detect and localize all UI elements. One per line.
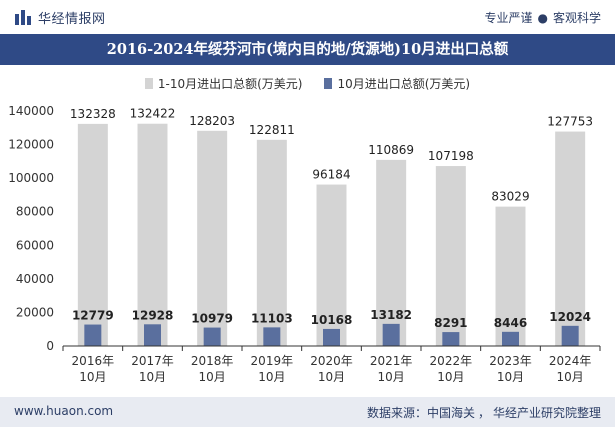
data-label-series-1: 132422: [130, 107, 176, 121]
y-tick-label: 140000: [8, 104, 54, 118]
source-1: 中国海关: [426, 406, 475, 420]
x-tick-label: 10月: [139, 370, 166, 384]
bar-series-2: [144, 324, 161, 346]
source-label: 数据来源：: [366, 406, 427, 420]
bar-series-2: [84, 324, 102, 346]
brand-name: 华经情报网: [38, 11, 106, 27]
data-label-series-1: 107198: [428, 149, 474, 163]
data-label-series-1: 128203: [189, 114, 235, 128]
legend-item-series-1[interactable]: 1-10月进出口总额(万美元): [144, 75, 303, 92]
chart-title: 2016-2024年绥芬河市(境内目的地/货源地)10月进出口总额: [106, 41, 509, 58]
slogan: 专业严谨 ● 客观科学: [484, 9, 601, 26]
bar-series-1: [256, 139, 287, 346]
x-tick-label: 10月: [258, 370, 285, 384]
y-tick-label: 60000: [16, 238, 54, 252]
data-label-series-2: 8446: [494, 316, 527, 330]
y-tick-label: 0: [46, 339, 54, 353]
data-label-series-2: 11103: [251, 311, 293, 325]
bar-series-2: [442, 332, 460, 346]
x-tick-label: 10月: [378, 370, 405, 384]
chart-legend: 1-10月进出口总额(万美元) 10月进出口总额(万美元): [0, 74, 615, 92]
y-tick-label: 120000: [8, 138, 54, 152]
legend-swatch-series-2: [324, 77, 333, 89]
bar-series-1: [197, 130, 228, 346]
bar-series-2: [502, 331, 519, 346]
footer: www.huaon.com 数据来源：中国海关，华经产业研究院整理: [0, 397, 615, 427]
bar-series-2: [323, 328, 340, 346]
bar-series-1: [435, 166, 466, 346]
bar-series-1: [555, 131, 586, 346]
x-tick-label: 10月: [79, 370, 106, 384]
data-label-series-2: 13182: [370, 308, 412, 322]
x-tick-label: 2023年: [489, 354, 532, 368]
data-label-series-1: 96184: [312, 168, 350, 182]
legend-label-series-2: 10月进出口总额(万美元): [337, 76, 471, 91]
x-tick-label: 10月: [437, 370, 464, 384]
x-tick-label: 10月: [199, 370, 226, 384]
bar-series-2: [561, 325, 579, 346]
dot-separator-icon: ●: [537, 11, 548, 25]
x-tick-label: 2022年: [430, 354, 473, 368]
bar-series-2: [203, 327, 221, 346]
y-tick-label: 20000: [16, 305, 54, 319]
x-tick-label: 2016年: [72, 354, 115, 368]
y-tick-label: 100000: [8, 171, 54, 185]
bar-series-1: [137, 123, 168, 346]
legend-label-series-1: 1-10月进出口总额(万美元): [157, 76, 303, 91]
footer-source: 数据来源：中国海关，华经产业研究院整理: [367, 404, 601, 421]
bar-series-2: [263, 327, 281, 346]
x-tick-label: 10月: [557, 370, 584, 384]
slogan-right: 客观科学: [552, 11, 601, 25]
data-label-series-1: 122811: [249, 123, 295, 137]
source-2: 华经产业研究院整理: [492, 406, 601, 420]
bar-series-1: [495, 206, 526, 346]
footer-website[interactable]: www.huaon.com: [14, 404, 114, 418]
x-tick-label: 2021年: [370, 354, 413, 368]
data-label-series-2: 12024: [549, 310, 591, 324]
x-tick-label: 10月: [497, 370, 524, 384]
bar-chart-logo-icon: [15, 10, 31, 25]
x-tick-label: 2024年: [549, 354, 592, 368]
bar-series-2: [382, 323, 400, 346]
bar-series-1: [376, 159, 407, 346]
x-tick-label: 10月: [318, 370, 345, 384]
source-separator: ，: [477, 406, 490, 420]
legend-item-series-2[interactable]: 10月进出口总额(万美元): [324, 75, 470, 92]
data-label-series-2: 12928: [132, 308, 174, 322]
data-label-series-2: 10168: [311, 313, 353, 327]
x-tick-label: 2018年: [191, 354, 234, 368]
chart-plot: 0 20000 40000 60000 80000 100000 120000 140000 1…: [8, 104, 601, 384]
brand[interactable]: 华经情报网: [14, 7, 106, 27]
bar-series-1: [316, 184, 347, 346]
legend-swatch-series-1: [144, 77, 153, 89]
data-label-series-1: 127753: [547, 115, 593, 129]
data-label-series-1: 110869: [368, 143, 414, 157]
data-label-series-2: 12779: [72, 309, 114, 323]
data-label-series-1: 132328: [70, 107, 116, 121]
data-label-series-2: 10979: [191, 312, 233, 326]
y-tick-label: 40000: [16, 272, 54, 286]
data-label-series-2: 8291: [434, 316, 467, 330]
bar-series-1: [77, 123, 108, 347]
slogan-left: 专业严谨: [484, 11, 533, 25]
y-tick-label: 80000: [16, 205, 54, 219]
top-bar: 华经情报网 专业严谨 ● 客观科学: [0, 0, 615, 34]
x-tick-label: 2019年: [251, 354, 294, 368]
x-tick-label: 2020年: [310, 354, 353, 368]
title-bar: 2016-2024年绥芬河市(境内目的地/货源地)10月进出口总额: [0, 34, 615, 65]
data-label-series-1: 83029: [491, 190, 529, 204]
x-tick-label: 2017年: [131, 354, 174, 368]
